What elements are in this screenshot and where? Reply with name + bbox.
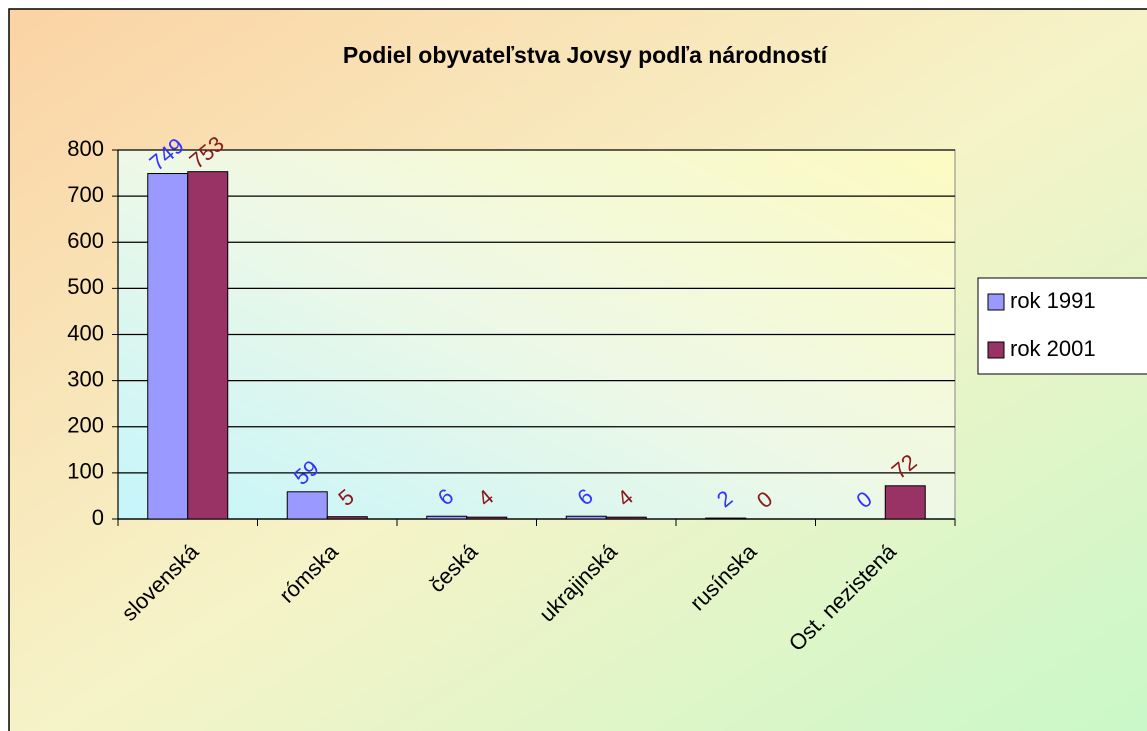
y-tick-label: 100: [67, 459, 104, 484]
legend-swatch: [987, 341, 1005, 359]
legend-label: rok 2001: [1010, 336, 1096, 361]
bar: [426, 515, 468, 520]
y-tick-label: 0: [92, 505, 104, 530]
bar: [286, 491, 328, 520]
bar: [705, 517, 747, 520]
legend-label: rok 1991: [1010, 288, 1096, 313]
legend-box: [977, 277, 1147, 375]
chart-title: Podiel obyvateľstva Jovsy podľa národnos…: [343, 42, 829, 68]
y-tick-label: 300: [67, 366, 104, 391]
bar: [187, 171, 229, 520]
bar: [326, 516, 368, 520]
y-tick-label: 500: [67, 274, 104, 299]
y-tick-label: 200: [67, 413, 104, 438]
y-tick-label: 700: [67, 182, 104, 207]
bar: [884, 485, 926, 520]
y-tick-label: 800: [67, 136, 104, 161]
y-tick-label: 400: [67, 320, 104, 345]
y-tick-label: 600: [67, 228, 104, 253]
bar: [565, 515, 607, 520]
legend-swatch: [987, 293, 1005, 311]
bar: [605, 516, 647, 520]
bar: [466, 516, 508, 520]
bar: [147, 173, 189, 520]
